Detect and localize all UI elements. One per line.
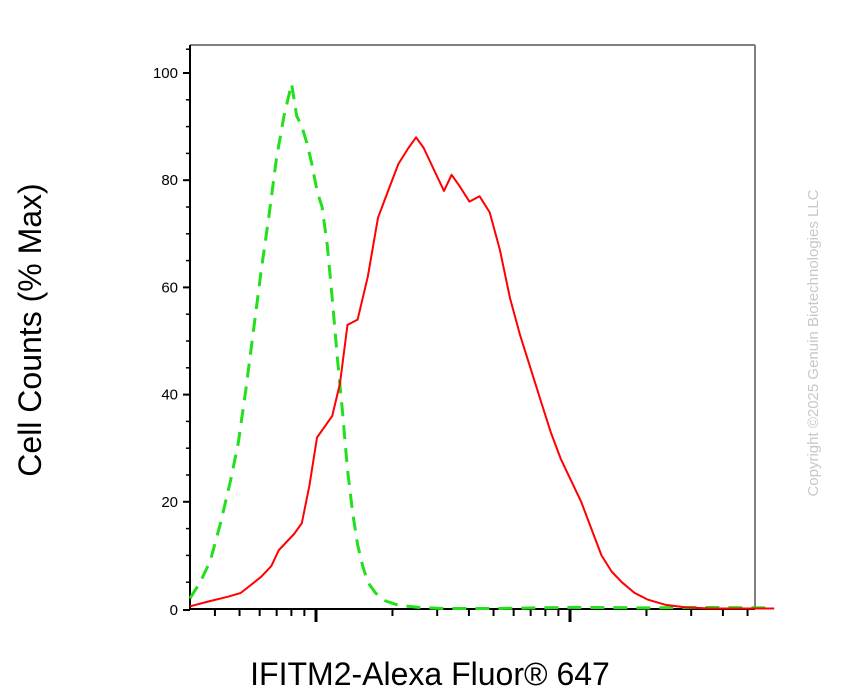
y-axis-ticks: 0 20 40 60 80 100 bbox=[153, 48, 190, 619]
plot-frame bbox=[189, 44, 756, 610]
y-axis-title: Cell Counts (% Max) bbox=[12, 183, 48, 476]
y-tick-label: 40 bbox=[161, 387, 178, 404]
y-tick-label: 60 bbox=[161, 279, 178, 296]
series-line-green-dashed bbox=[188, 82, 775, 610]
y-tick-label: 20 bbox=[161, 494, 178, 511]
series-line-red bbox=[189, 136, 775, 610]
y-tick-label: 80 bbox=[161, 172, 178, 189]
copyright-watermark: Copyright ©2025 Genuin Biotechnologies L… bbox=[805, 189, 822, 496]
series-layer bbox=[188, 82, 775, 610]
x-axis-title: IFITM2-Alexa Fluor® 647 bbox=[250, 656, 610, 692]
y-tick-label: 0 bbox=[170, 602, 178, 619]
y-tick-label: 100 bbox=[153, 65, 178, 82]
x-axis-ticks bbox=[213, 609, 749, 622]
